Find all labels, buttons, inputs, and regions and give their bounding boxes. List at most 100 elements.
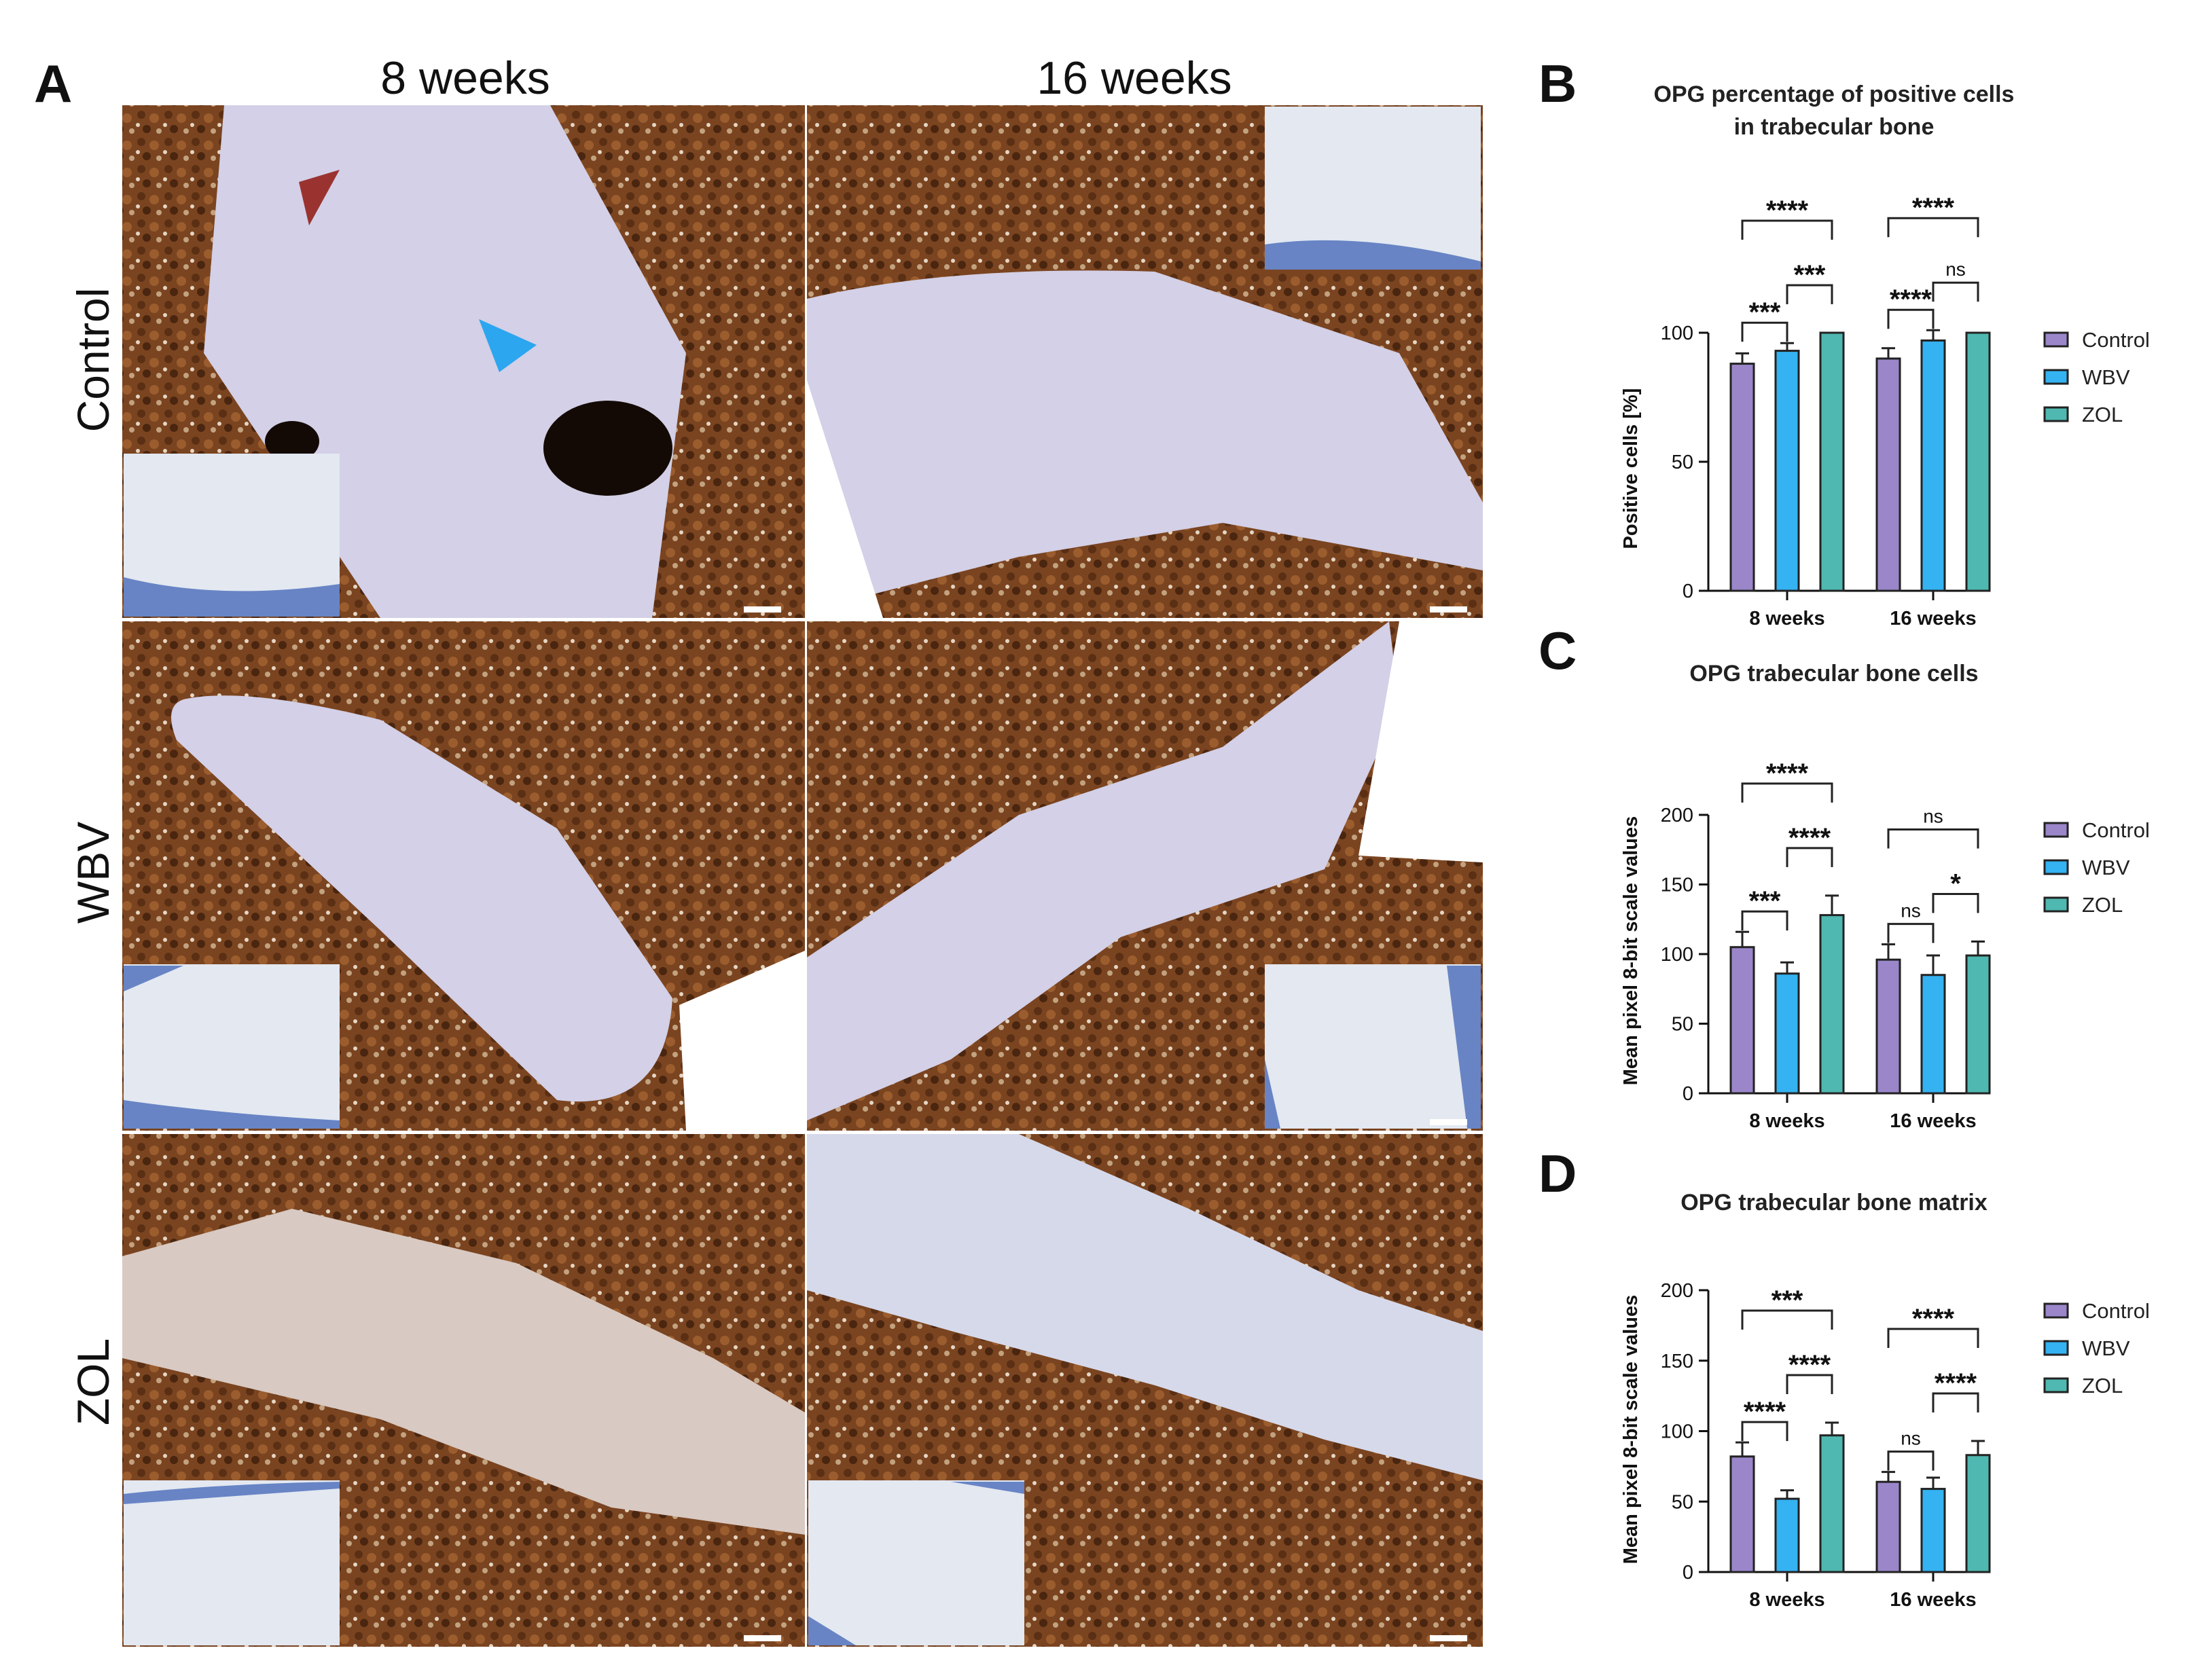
significance-bracket xyxy=(1932,281,1979,302)
legend-label: WBV xyxy=(2082,365,2130,389)
inset-image xyxy=(808,1480,1024,1645)
bar xyxy=(1819,331,1845,592)
inset-image xyxy=(1265,964,1481,1129)
legend-swatch xyxy=(2043,1302,2069,1319)
y-axis-label: Mean pixel 8-bit scale values xyxy=(1620,1295,1642,1565)
legend-label: ZOL xyxy=(2082,893,2123,917)
legend-swatch xyxy=(2043,1340,2069,1356)
bar xyxy=(1729,1455,1755,1573)
significance-bracket xyxy=(1741,1421,1788,1442)
x-tick-label: 16 weeks xyxy=(1890,608,1976,629)
y-tick-label: 0 xyxy=(1683,1083,1693,1105)
significance-label: ns xyxy=(1901,900,1921,921)
significance-label: **** xyxy=(1744,1397,1786,1427)
scale-bar xyxy=(744,606,781,613)
bar xyxy=(1920,974,1946,1095)
micrograph-zol-8-weeks xyxy=(122,1134,805,1647)
significance-bracket xyxy=(1786,284,1833,304)
y-tick-label: 0 xyxy=(1683,1562,1693,1584)
significance-label: *** xyxy=(1749,297,1781,327)
panel-letter-d: D xyxy=(1539,1144,1577,1203)
significance-bracket xyxy=(1887,1450,1935,1471)
significance-label: **** xyxy=(1766,196,1809,225)
micrograph-control-8-weeks xyxy=(122,105,805,618)
row-label-control: Control xyxy=(68,288,118,433)
micrograph-wbv-16-weeks xyxy=(807,621,1483,1131)
inset-image xyxy=(124,964,340,1129)
significance-label: * xyxy=(1950,869,1961,899)
micrograph-wbv-8-weeks xyxy=(122,621,805,1131)
legend-label: ZOL xyxy=(2082,1374,2123,1398)
arrowhead-red-icon xyxy=(299,170,340,225)
significance-bracket xyxy=(1741,1309,1833,1330)
y-axis-label: Mean pixel 8-bit scale values xyxy=(1620,816,1642,1086)
bar xyxy=(1965,1454,1991,1573)
bar xyxy=(1920,1488,1946,1573)
x-tick-label: 16 weeks xyxy=(1890,1110,1976,1132)
bar xyxy=(1774,1497,1800,1573)
micrograph-zol-16-weeks xyxy=(807,1134,1483,1647)
column-header-16-weeks: 16 weeks xyxy=(1037,52,1231,104)
significance-label: *** xyxy=(1749,886,1781,916)
legend-swatch xyxy=(2043,1377,2069,1393)
x-tick-label: 8 weeks xyxy=(1749,608,1824,629)
significance-label: ns xyxy=(1901,1428,1921,1449)
legend-label: Control xyxy=(2082,1299,2150,1323)
bar xyxy=(1875,357,1901,592)
bar xyxy=(1920,339,1946,592)
significance-label: **** xyxy=(1912,193,1955,223)
significance-bracket xyxy=(1741,321,1788,342)
bar xyxy=(1965,331,1991,592)
x-tick-label: 16 weeks xyxy=(1890,1589,1976,1611)
inset-image xyxy=(1265,107,1481,270)
legend-label: Control xyxy=(2082,328,2150,352)
significance-bracket xyxy=(1887,217,1979,238)
bar xyxy=(1965,954,1991,1095)
significance-label: **** xyxy=(1766,759,1809,788)
panel-letter-c: C xyxy=(1539,621,1577,680)
x-tick-label: 8 weeks xyxy=(1749,1589,1824,1611)
chart-title-line2: in trabecular bone xyxy=(1734,114,1935,140)
chart-title: OPG percentage of positive cells xyxy=(1654,81,2015,107)
chart-b: B OPG percentage of positive cells in tr… xyxy=(1539,54,2150,629)
inset-image xyxy=(124,1480,340,1645)
arrowhead-blue-icon xyxy=(479,319,537,372)
chart-d: D OPG trabecular bone matrix Mean pixel … xyxy=(1539,1144,2150,1611)
bar xyxy=(1875,958,1901,1095)
bar xyxy=(1819,1434,1845,1573)
chart-c: C OPG trabecular bone cells Mean pixel 8… xyxy=(1539,621,2150,1132)
bar xyxy=(1729,363,1755,592)
bar xyxy=(1774,972,1800,1095)
y-tick-label: 50 xyxy=(1672,1491,1693,1513)
significance-bracket xyxy=(1741,782,1833,803)
significance-label: *** xyxy=(1772,1285,1803,1315)
significance-label: **** xyxy=(1890,285,1932,314)
micrograph-control-16-weeks xyxy=(807,105,1483,618)
scale-bar xyxy=(1430,1119,1467,1125)
y-axis-label: Positive cells [%] xyxy=(1620,388,1642,549)
significance-label: *** xyxy=(1794,260,1826,290)
y-tick-label: 200 xyxy=(1661,805,1693,826)
legend-label: WBV xyxy=(2082,856,2130,879)
column-header-8-weeks: 8 weeks xyxy=(380,52,550,104)
panel-letter-b: B xyxy=(1539,54,1577,113)
significance-label: **** xyxy=(1935,1368,1977,1398)
significance-bracket xyxy=(1932,1392,1979,1413)
chart-title: OPG trabecular bone matrix xyxy=(1680,1190,1988,1216)
y-tick-label: 150 xyxy=(1661,875,1693,896)
y-tick-label: 100 xyxy=(1661,1421,1693,1443)
significance-label: **** xyxy=(1788,1350,1831,1380)
row-label-zol: ZOL xyxy=(68,1338,118,1425)
panel-letter-a: A xyxy=(34,54,72,113)
legend-swatch xyxy=(2043,331,2069,348)
legend-swatch xyxy=(2043,822,2069,838)
significance-label: **** xyxy=(1788,823,1831,853)
legend-label: ZOL xyxy=(2082,403,2123,426)
significance-bracket xyxy=(1741,910,1788,931)
y-tick-label: 50 xyxy=(1672,452,1693,473)
significance-label: **** xyxy=(1912,1304,1955,1334)
scale-bar xyxy=(1430,606,1467,613)
